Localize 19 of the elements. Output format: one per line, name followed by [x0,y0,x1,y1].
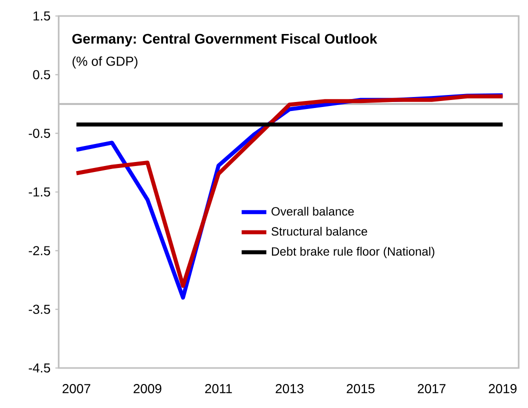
x-tick-label: 2013 [276,384,304,394]
y-tick-label: -1.5 [28,187,50,197]
x-tick-label: 2009 [134,384,162,394]
y-tick-label: 1.5 [34,11,50,21]
x-tick-label: 2011 [205,384,232,394]
legend-label: Structural balance [272,226,368,236]
text: (% of GDP) [72,56,138,68]
x-tick-label: 2007 [62,384,90,394]
text: Germany: Central Government Fiscal Outlook [72,33,378,46]
y-tick-label: -0.5 [28,128,50,138]
x-tick-label: 2015 [346,384,375,394]
legend-label: Debt brake rule floor (National) [272,246,434,258]
y-tick-label: -2.5 [28,246,50,256]
y-tick-label: -4.5 [28,363,50,373]
y-tick-label: -3.5 [28,304,50,314]
y-tick-label: 0.5 [33,70,50,80]
x-tick-label: 2019 [488,384,517,394]
x-tick-label: 2017 [418,384,446,394]
legend-label: Overall balance [272,206,354,216]
